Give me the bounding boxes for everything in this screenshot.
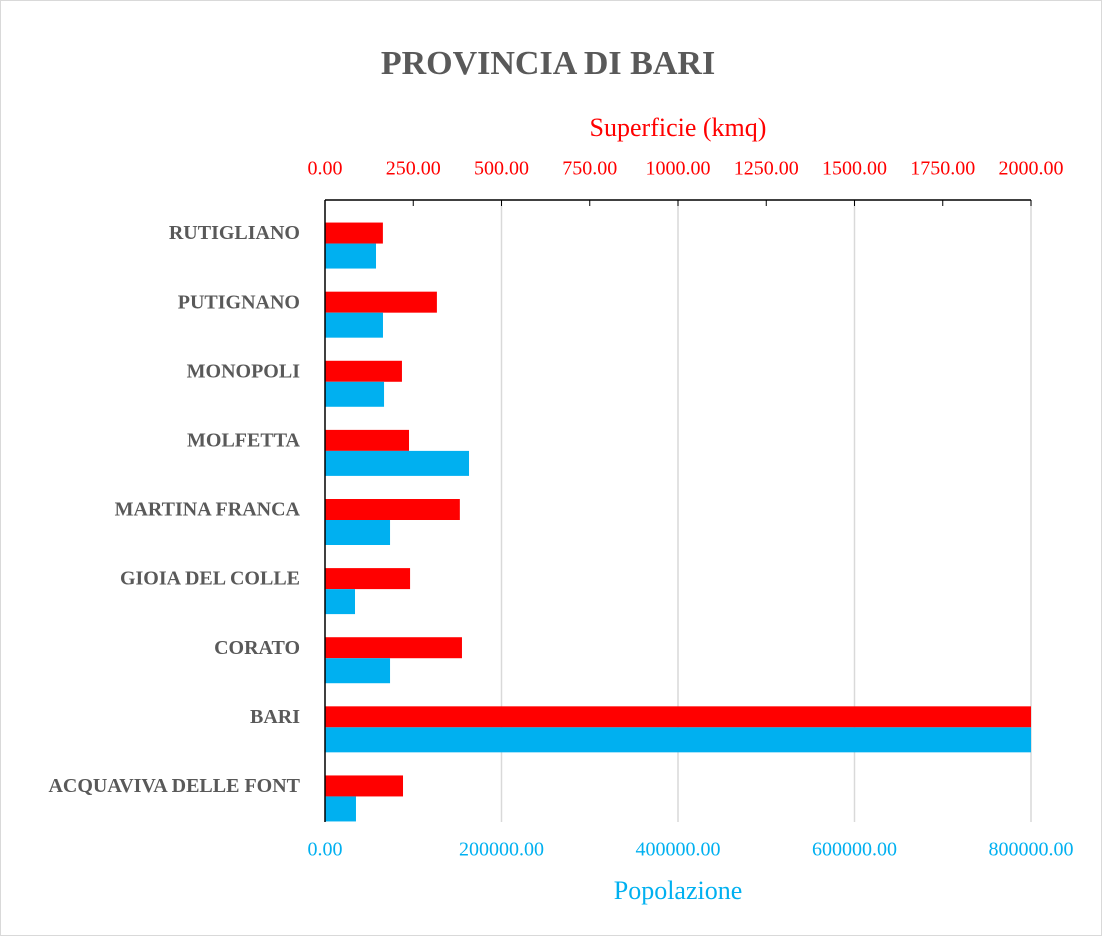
y-tick-label: MONOPOLI (187, 360, 301, 382)
bar (325, 450, 470, 476)
x2-tick-label: 1500.00 (822, 158, 887, 180)
x2-tick-label: 2000.00 (999, 158, 1064, 180)
bar (325, 243, 377, 269)
y-tick-label: RUTIGLIANO (169, 222, 300, 244)
bar (325, 381, 385, 407)
bar (325, 775, 404, 797)
x-tick-label: 0.00 (308, 839, 343, 861)
x-axis-title: Popolazione (614, 876, 743, 905)
bar (325, 727, 1031, 753)
x2-tick-label: 250.00 (386, 158, 441, 180)
bar (325, 796, 356, 822)
x-tick-label: 200000.00 (459, 839, 544, 861)
bar (325, 291, 437, 313)
bar (325, 658, 391, 684)
bar (325, 520, 391, 545)
x2-tick-label: 0.00 (308, 158, 343, 180)
x2-tick-label: 1250.00 (734, 158, 799, 180)
bar (325, 222, 383, 244)
bar (325, 312, 383, 338)
y-tick-label: MARTINA FRANCA (115, 499, 301, 521)
bar (325, 706, 1031, 728)
x2-axis-title: Superficie (kmq) (590, 113, 767, 142)
x2-tick-label: 750.00 (562, 158, 617, 180)
chart-title: PROVINCIA DI BARI (381, 45, 715, 82)
y-tick-label: GIOIA DEL COLLE (120, 568, 300, 590)
bar (325, 360, 402, 382)
x-tick-label: 800000.00 (989, 839, 1074, 861)
bar (325, 429, 410, 451)
y-tick-label: PUTIGNANO (178, 291, 300, 313)
bar (325, 499, 460, 520)
y-tick-label: CORATO (214, 637, 300, 659)
y-tick-label: MOLFETTA (187, 429, 301, 451)
bar (325, 589, 356, 615)
x2-tick-label: 1000.00 (646, 158, 711, 180)
x2-tick-label: 500.00 (474, 158, 529, 180)
x-tick-label: 600000.00 (812, 839, 897, 861)
y-tick-label: ACQUAVIVA DELLE FONT (48, 775, 300, 797)
x2-tick-label: 1750.00 (910, 158, 975, 180)
y-tick-label: BARI (250, 706, 300, 728)
bar (325, 637, 462, 659)
bar (325, 568, 411, 590)
x-tick-label: 400000.00 (636, 839, 721, 861)
